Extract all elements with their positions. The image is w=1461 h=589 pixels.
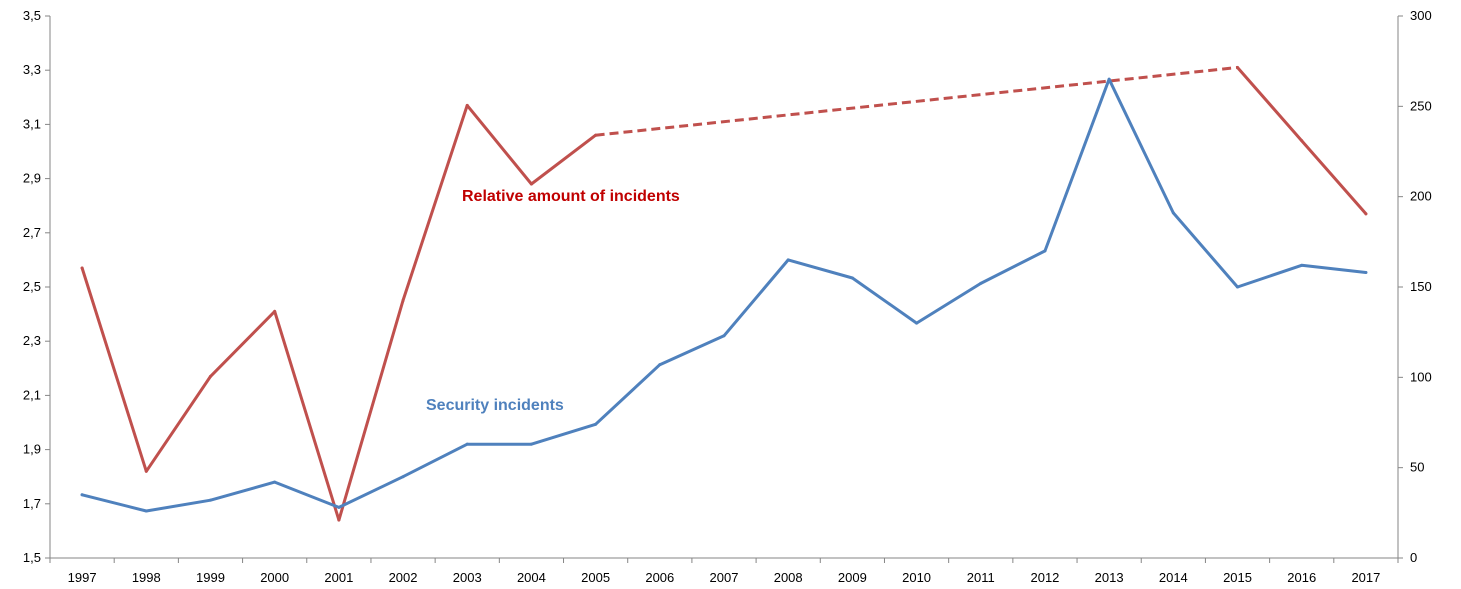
series-security-incidents-point <box>594 422 598 426</box>
x-tick-label: 2016 <box>1287 570 1316 585</box>
x-tick-label: 2013 <box>1095 570 1124 585</box>
left-tick-label: 2,1 <box>23 387 41 402</box>
series-security-incidents-point <box>1300 263 1304 267</box>
series-security-incidents-point <box>915 321 919 325</box>
series-relative-amount-point <box>337 518 341 522</box>
axes <box>49 16 1399 559</box>
x-tick-label: 1998 <box>132 570 161 585</box>
right-tick-label: 250 <box>1410 98 1432 113</box>
x-tick-label: 1999 <box>196 570 225 585</box>
x-tick-label: 2009 <box>838 570 867 585</box>
series-relative-amount-point <box>465 103 469 107</box>
x-tick-label: 2004 <box>517 570 546 585</box>
series-label-security: Security incidents <box>426 397 564 414</box>
x-tick-label: 2005 <box>581 570 610 585</box>
series-security-incidents-point <box>979 281 983 285</box>
left-tick-label: 2,3 <box>23 333 41 348</box>
series-security-incidents-point <box>144 509 148 513</box>
series-security-incidents-point <box>80 493 84 497</box>
x-tick-label: 2015 <box>1223 570 1252 585</box>
right-tick-label: 200 <box>1410 189 1432 204</box>
series-relative-amount-dashed-segment <box>595 65 1238 137</box>
series-relative-amount-point <box>144 469 148 473</box>
series-security-incidents-point <box>1171 211 1175 215</box>
x-tick-label: 2006 <box>645 570 674 585</box>
series-relative-amount-point <box>401 299 405 303</box>
series-security-incidents-point <box>658 363 662 367</box>
x-tick-label: 2011 <box>967 570 995 585</box>
left-tick-label: 1,5 <box>23 550 41 565</box>
series-security-incidents-point <box>401 475 405 479</box>
right-y-axis-ticks: 0 50 100 150 200 250 300 <box>1398 8 1432 565</box>
series-security-incidents-point <box>337 505 341 509</box>
x-tick-label: 1997 <box>68 570 97 585</box>
left-tick-label: 1,7 <box>23 496 41 511</box>
right-tick-label: 150 <box>1410 279 1432 294</box>
x-tick-label: 2003 <box>453 570 482 585</box>
series-labels: Relative amount of incidents Security in… <box>426 188 680 414</box>
series-relative-amount <box>80 65 1368 522</box>
series-security-incidents-line <box>80 77 1368 513</box>
series-security-incidents-point <box>1236 285 1240 289</box>
x-tick-label: 2012 <box>1030 570 1059 585</box>
x-tick-label: 2001 <box>324 570 353 585</box>
series-relative-amount-line <box>80 103 598 522</box>
left-tick-label: 2,7 <box>23 225 41 240</box>
left-tick-label: 3,3 <box>23 62 41 77</box>
series-security-incidents-point <box>722 334 726 338</box>
left-tick-label: 2,5 <box>23 279 41 294</box>
series-security-incidents-point <box>465 442 469 446</box>
x-tick-label: 2008 <box>774 570 803 585</box>
series-relative-amount-point <box>1236 65 1240 69</box>
x-tick-label: 2014 <box>1159 570 1188 585</box>
series-security-incidents-point <box>273 480 277 484</box>
x-tick-label: 2000 <box>260 570 289 585</box>
x-tick-label: 2010 <box>902 570 931 585</box>
series-security-incidents-point <box>208 498 212 502</box>
series-layer <box>80 65 1368 522</box>
left-tick-label: 3,5 <box>23 8 41 23</box>
left-tick-label: 3,1 <box>23 116 41 131</box>
series-relative-amount-point <box>529 182 533 186</box>
series-security-incidents-point <box>1107 77 1111 81</box>
series-relative-amount-point <box>273 309 277 313</box>
series-relative-amount-point <box>80 266 84 270</box>
x-axis-ticks: 1997 1998 1999 2000 2001 2002 2003 2004 2005 2006… <box>49 558 1399 585</box>
left-y-axis-ticks: 1,5 1,7 1,9 2,1 2,3 2,5 2,7 2,9 3,1 3,3 3,5 <box>23 8 50 565</box>
right-tick-label: 100 <box>1410 369 1432 384</box>
series-security-incidents-point <box>1364 271 1368 275</box>
right-tick-label: 50 <box>1410 460 1424 475</box>
series-security-incidents <box>80 77 1368 513</box>
series-relative-amount-point <box>1300 139 1304 143</box>
series-security-incidents-point <box>1043 249 1047 253</box>
series-relative-amount-point <box>1364 212 1368 216</box>
series-security-incidents-point <box>786 258 790 262</box>
series-security-incidents-point <box>529 442 533 446</box>
series-relative-amount-point <box>208 374 212 378</box>
x-tick-label: 2017 <box>1351 570 1380 585</box>
series-relative-amount-point <box>594 133 598 137</box>
x-tick-label: 2002 <box>389 570 418 585</box>
right-tick-label: 300 <box>1410 8 1432 23</box>
x-tick-label: 2007 <box>710 570 739 585</box>
left-tick-label: 2,9 <box>23 171 41 186</box>
series-label-relative: Relative amount of incidents <box>462 188 680 205</box>
series-security-incidents-point <box>850 276 854 280</box>
left-tick-label: 1,9 <box>23 442 41 457</box>
right-tick-label: 0 <box>1410 550 1417 565</box>
